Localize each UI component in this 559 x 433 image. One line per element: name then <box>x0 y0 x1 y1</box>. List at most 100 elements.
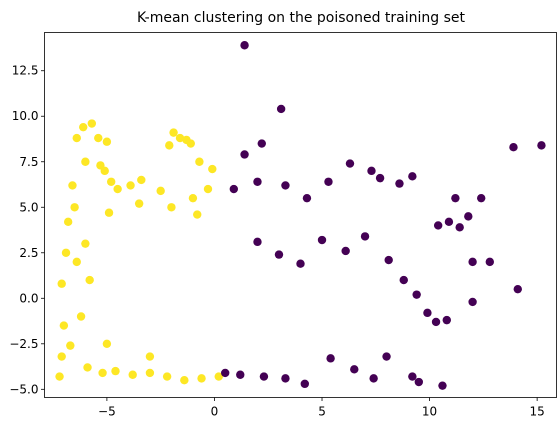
scatter-point-cluster-1 <box>193 210 202 219</box>
scatter-point-cluster-0 <box>240 41 249 50</box>
scatter-point-cluster-0 <box>451 193 460 203</box>
scatter-point-cluster-1 <box>61 248 71 257</box>
scatter-point-cluster-1 <box>126 181 135 190</box>
scatter-point-cluster-1 <box>175 133 185 143</box>
scatter-point-cluster-0 <box>399 275 408 285</box>
scatter-point-cluster-0 <box>324 177 333 186</box>
y-tick-label: 10.0 <box>12 109 39 123</box>
scatter-point-cluster-0 <box>229 184 239 194</box>
scatter-point-cluster-0 <box>326 354 335 363</box>
scatter-point-cluster-1 <box>197 374 206 383</box>
scatter-point-cluster-0 <box>302 193 312 203</box>
scatter-point-cluster-1 <box>165 141 174 150</box>
scatter-point-cluster-0 <box>341 246 350 256</box>
x-tick-label: 15 <box>529 405 544 419</box>
x-tick-label: 10 <box>422 405 437 419</box>
scatter-point-cluster-1 <box>81 157 90 166</box>
scatter-point-cluster-0 <box>414 377 424 387</box>
x-tick-label: 5 <box>318 405 326 419</box>
scatter-point-cluster-0 <box>350 365 359 374</box>
scatter-point-cluster-0 <box>257 139 266 148</box>
scatter-point-cluster-1 <box>102 137 112 146</box>
scatter-point-cluster-1 <box>66 341 75 350</box>
scatter-point-cluster-1 <box>106 177 116 186</box>
scatter-point-cluster-0 <box>442 315 451 325</box>
scatter-point-cluster-1 <box>72 133 81 143</box>
scatter-point-cluster-0 <box>464 212 473 221</box>
scatter-point-cluster-1 <box>57 279 66 288</box>
scatter-point-cluster-0 <box>221 368 230 378</box>
scatter-point-cluster-1 <box>208 164 217 174</box>
y-tick-label: 7.5 <box>19 155 38 169</box>
scatter-point-cluster-0 <box>253 177 262 186</box>
scatter-point-cluster-0 <box>384 255 393 265</box>
scatter-point-cluster-0 <box>296 259 305 268</box>
scatter-point-cluster-0 <box>236 370 245 379</box>
scatter-point-cluster-1 <box>128 370 137 379</box>
scatter-point-cluster-1 <box>111 366 120 376</box>
scatter-point-cluster-1 <box>57 352 66 361</box>
y-tick-label: 12.5 <box>12 64 39 78</box>
scatter-point-cluster-1 <box>145 368 155 378</box>
scatter-point-cluster-0 <box>317 235 327 245</box>
scatter-point-cluster-1 <box>195 157 204 166</box>
points-layer <box>55 41 546 390</box>
scatter-point-cluster-1 <box>156 186 165 196</box>
scatter-point-cluster-0 <box>369 374 378 383</box>
scatter-point-cluster-0 <box>433 221 443 230</box>
scatter-point-cluster-0 <box>281 181 290 190</box>
scatter-point-cluster-0 <box>468 257 477 267</box>
scatter-point-cluster-1 <box>214 372 223 381</box>
scatter-point-cluster-0 <box>274 250 284 259</box>
scatter-point-cluster-1 <box>63 217 73 227</box>
scatter-point-cluster-1 <box>134 199 144 208</box>
chart-title: K-mean clustering on the poisoned traini… <box>137 10 466 26</box>
scatter-point-cluster-1 <box>81 239 90 248</box>
scatter-point-cluster-1 <box>94 133 103 143</box>
x-tick-label: 0 <box>211 405 219 419</box>
axes-layer: −5 0 5 10 15 −5.0 −2.5 0.0 2.5 5.0 7.5 10.0 12.5 <box>9 64 544 419</box>
scatter-point-cluster-1 <box>87 119 97 128</box>
scatter-point-cluster-0 <box>382 352 391 361</box>
scatter-point-cluster-0 <box>281 374 290 383</box>
scatter-point-cluster-0 <box>468 297 477 307</box>
scatter-point-cluster-1 <box>169 128 178 137</box>
scatter-point-cluster-1 <box>137 175 146 185</box>
scatter-point-cluster-1 <box>100 166 109 176</box>
scatter-point-cluster-0 <box>240 150 249 159</box>
scatter-point-cluster-1 <box>102 339 112 348</box>
scatter-point-cluster-0 <box>509 142 518 152</box>
scatter-point-cluster-1 <box>68 181 77 190</box>
scatter-point-cluster-1 <box>186 139 195 148</box>
scatter-point-cluster-1 <box>83 363 92 372</box>
y-tick-label: −5.0 <box>9 382 38 396</box>
scatter-point-cluster-1 <box>180 376 189 385</box>
scatter-point-cluster-1 <box>55 372 64 381</box>
scatter-point-cluster-0 <box>423 308 432 318</box>
scatter-point-cluster-1 <box>59 321 69 330</box>
scatter-point-cluster-0 <box>485 257 495 267</box>
scatter-point-cluster-0 <box>431 317 441 327</box>
y-tick-label: 2.5 <box>19 246 38 260</box>
scatter-point-cluster-0 <box>253 237 262 247</box>
scatter-point-cluster-0 <box>375 173 385 183</box>
scatter-point-cluster-1 <box>145 352 155 361</box>
scatter-point-cluster-0 <box>408 372 417 381</box>
scatter-point-cluster-1 <box>76 312 86 321</box>
scatter-point-cluster-0 <box>438 381 447 390</box>
scatter-point-cluster-1 <box>203 184 213 194</box>
scatter-point-cluster-1 <box>72 257 81 267</box>
scatter-point-cluster-0 <box>259 372 269 381</box>
scatter-point-cluster-0 <box>395 179 404 188</box>
scatter-point-cluster-0 <box>345 159 355 168</box>
scatter-point-cluster-1 <box>167 203 176 212</box>
scatter-point-cluster-0 <box>360 232 370 241</box>
scatter-point-cluster-0 <box>444 217 454 227</box>
scatter-point-cluster-1 <box>188 193 198 203</box>
scatter-point-cluster-0 <box>300 379 310 389</box>
scatter-point-cluster-0 <box>477 193 486 203</box>
scatter-point-cluster-1 <box>70 203 79 212</box>
scatter-point-cluster-1 <box>98 368 107 378</box>
scatter-point-cluster-1 <box>113 184 122 194</box>
